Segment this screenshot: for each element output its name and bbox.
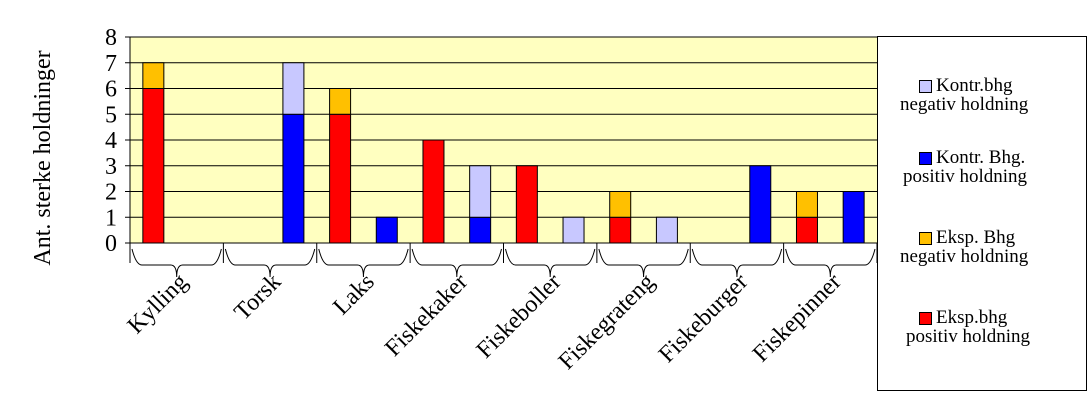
legend-label-line2: negativ holdning — [900, 246, 1029, 267]
legend-swatch — [919, 80, 932, 93]
legend-label-line2: negativ holdning — [900, 94, 1029, 115]
bar-segment — [842, 191, 865, 244]
bar-segment — [609, 216, 632, 244]
category-brace — [785, 248, 876, 278]
y-axis-title: Ant. sterke holdninger — [30, 50, 56, 265]
bar-segment — [142, 62, 165, 89]
bar-segment — [142, 88, 165, 244]
category-label: Fiskegrateng — [554, 269, 660, 375]
bar-segment — [655, 216, 678, 244]
legend-label-line1: Eksp.bhg — [936, 307, 1008, 328]
category-brace — [318, 248, 409, 278]
bar-segment — [795, 216, 818, 244]
y-tick-label: 8 — [105, 25, 117, 51]
y-tick-label: 4 — [105, 128, 117, 154]
category-label: Torsk — [230, 269, 287, 326]
bar-segment — [469, 165, 492, 218]
legend-label-line1: Kontr.bhg — [936, 75, 1013, 96]
bar-segment — [749, 165, 772, 244]
category-label: Fiskeburger — [654, 269, 753, 368]
category-brace — [598, 248, 689, 278]
legend-swatch — [919, 232, 932, 245]
y-tick-label: 2 — [105, 180, 117, 206]
y-tick-label: 7 — [105, 51, 117, 77]
category-brace — [411, 248, 502, 278]
bar-segment — [795, 191, 818, 218]
bar-segment — [282, 113, 305, 244]
bar-segment — [375, 216, 398, 244]
y-tick-label: 5 — [105, 102, 117, 128]
legend-label-line1: Kontr. Bhg. — [936, 147, 1026, 168]
bar-segment — [422, 139, 445, 244]
category-label: Laks — [328, 269, 379, 320]
bar-segment — [469, 216, 492, 244]
y-tick-label: 3 — [105, 154, 117, 180]
category-brace — [505, 248, 596, 278]
bar-segment — [515, 165, 538, 244]
category-brace — [131, 248, 222, 278]
legend-swatch — [919, 312, 932, 325]
bar-segment — [329, 113, 352, 244]
bar-segment — [562, 216, 585, 244]
legend-label-line2: positiv holdning — [906, 326, 1031, 347]
bar-segment — [329, 88, 352, 115]
bar-segment — [282, 62, 305, 115]
category-brace — [224, 248, 316, 278]
y-tick-label: 1 — [105, 205, 117, 231]
category-label: Fiskepinner — [748, 269, 847, 368]
category-label: Fiskekaker — [380, 269, 473, 362]
legend-label-line1: Eksp. Bhg — [936, 227, 1016, 248]
y-tick-label: 0 — [105, 231, 117, 257]
category-label: Kylling — [123, 269, 193, 339]
bar-segment — [609, 191, 632, 218]
legend-label-line2: positiv holdning — [903, 166, 1028, 187]
y-tick-label: 6 — [105, 77, 117, 103]
category-label: Fiskeboller — [472, 269, 567, 364]
legend-swatch — [919, 152, 932, 165]
legend: Kontr.bhg negativ holdning Kontr. Bhg. posi… — [877, 36, 1087, 391]
category-brace — [691, 248, 783, 278]
